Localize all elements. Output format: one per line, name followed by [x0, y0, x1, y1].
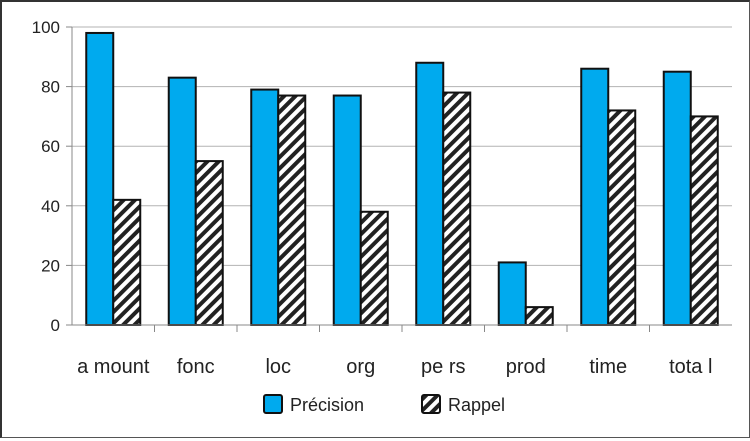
bar-rappel-prod [524, 306, 554, 326]
bar-rappel-pers [442, 91, 472, 326]
bars [85, 31, 719, 327]
bar-pr-cision-prod [497, 261, 527, 327]
y-tick-label: 0 [51, 316, 60, 335]
bar-rappel-loc [277, 94, 307, 327]
bar-pr-cision-total [662, 70, 692, 326]
bar-pr-cision-org [332, 94, 362, 327]
y-tick-label: 20 [41, 256, 60, 275]
bar-rappel-time [607, 109, 637, 326]
bar-pr-cision-fonc [167, 76, 197, 326]
y-tick-label: 60 [41, 137, 60, 156]
x-tick-label: fonc [177, 356, 215, 378]
bar-rappel-fonc [194, 160, 224, 326]
y-tick-label: 80 [41, 78, 60, 97]
y-tick-label: 100 [32, 18, 60, 37]
bar-rappel-org [359, 210, 389, 326]
x-tick-labels: a mount fonc loc org pe rs prod time tota l [77, 356, 712, 378]
bar-rappel-amount [112, 198, 142, 326]
bar-pr-cision-pers [415, 61, 445, 326]
bar-pr-cision-amount [85, 31, 115, 327]
legend-label: Rappel [448, 395, 505, 415]
legend-swatch [263, 394, 283, 414]
x-tick-label: pe rs [421, 356, 465, 378]
legend-label: Précision [290, 395, 364, 415]
legend: Précision Rappel [263, 394, 505, 415]
legend-swatch [421, 394, 441, 414]
x-tick-label: time [589, 356, 627, 378]
bar-chart: 0 20 40 60 80 100 a mount fonc loc org pe rs prod t… [32, 18, 732, 415]
bar-pr-cision-loc [250, 88, 280, 326]
x-tick-label: tota l [669, 356, 712, 378]
axes [66, 26, 732, 332]
x-tick-label: org [346, 356, 375, 378]
y-tick-label: 40 [41, 197, 60, 216]
x-tick-label: loc [265, 356, 291, 378]
x-tick-label: a mount [77, 356, 150, 378]
bar-rappel-total [689, 115, 719, 327]
bar-pr-cision-time [580, 67, 610, 326]
y-tick-labels: 0 20 40 60 80 100 [32, 18, 60, 335]
x-tick-label: prod [506, 356, 546, 378]
